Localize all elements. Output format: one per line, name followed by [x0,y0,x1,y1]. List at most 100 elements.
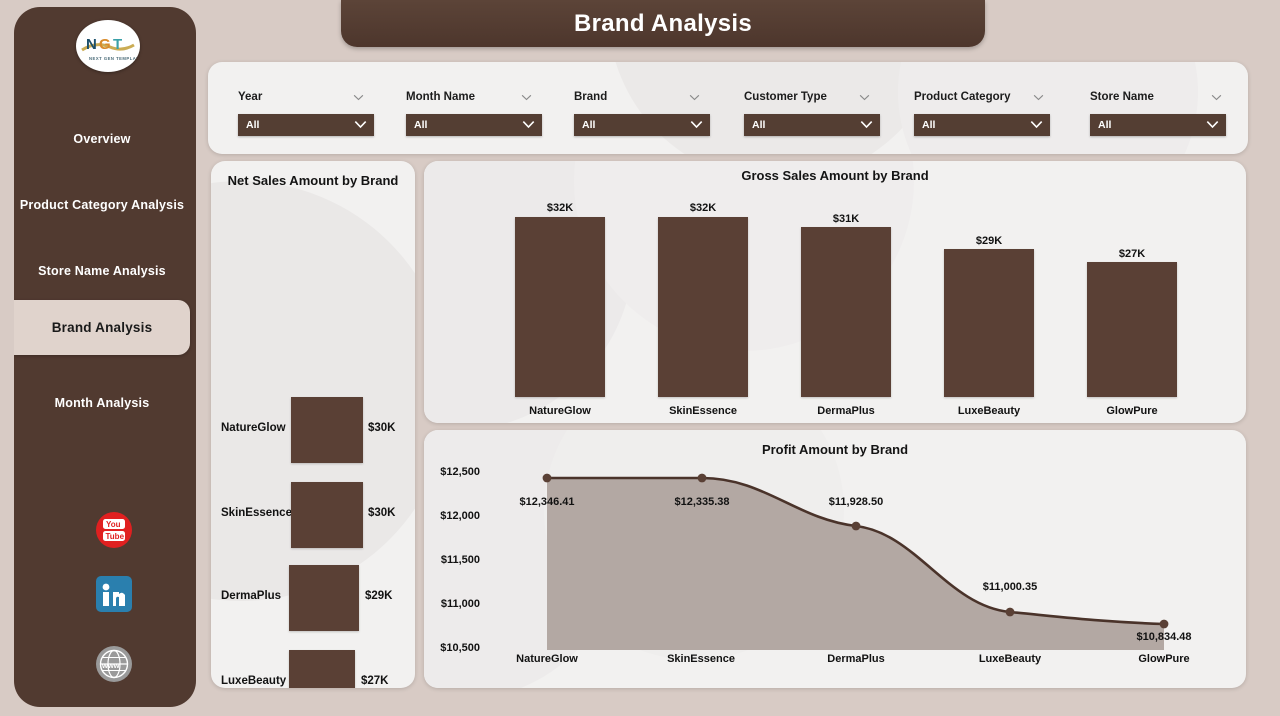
data-point-label: $12,335.38 [674,496,730,508]
filter-bar: Year All Month Name All Brand All C [208,62,1248,154]
bar-category-label: LuxeBeauty [221,675,287,687]
sidebar-item-label: Brand Analysis [51,320,153,335]
y-axis-tick: $12,000 [440,510,480,522]
filter-dropdown-brand[interactable]: All [574,114,710,136]
filter-dropdown-year[interactable]: All [238,114,374,136]
chevron-down-icon[interactable] [1030,120,1043,129]
x-axis-category: NatureGlow [516,653,578,665]
filter-value: All [922,119,936,131]
filter-brand[interactable]: Brand All [558,76,710,138]
profit-amount-by-brand-card: Profit Amount by Brand $12,500 $12,000 $… [424,430,1246,688]
chevron-down-icon[interactable] [521,94,532,101]
filter-label: Product Category [914,91,1011,103]
logo-ngt-icon: N G T NEXT GEN TEMPLATES [77,21,140,71]
website-icon[interactable]: www [95,645,133,683]
gross-sales-by-brand-card: Gross Sales Amount by Brand $32K NatureG… [424,161,1246,423]
bar-shape[interactable] [289,650,355,688]
column-item[interactable]: $32K NatureGlow [484,161,636,423]
bar-shape[interactable] [291,397,363,463]
chevron-down-icon[interactable] [1211,94,1222,101]
svg-text:N: N [86,36,97,53]
y-axis-tick: $12,500 [440,466,480,478]
y-axis-tick: $11,000 [440,598,480,610]
filter-label: Month Name [406,91,475,103]
column-item[interactable]: $29K LuxeBeauty [913,161,1065,423]
filter-label: Year [238,91,263,103]
sidebar-item-brand-analysis[interactable]: Brand Analysis [14,300,190,355]
sidebar-item-month-analysis[interactable]: Month Analysis [14,376,190,430]
linkedin-icon[interactable] [95,575,133,613]
bar-shape[interactable] [1087,262,1177,397]
filter-store-name[interactable]: Store Name All [1074,76,1240,138]
data-point-marker[interactable] [1005,607,1015,617]
data-point-marker[interactable] [697,473,707,483]
column-value-label: $27K [1118,248,1146,260]
filter-dropdown-customer-type[interactable]: All [744,114,880,136]
svg-text:G: G [99,36,111,53]
svg-text:NEXT GEN TEMPLATES: NEXT GEN TEMPLATES [89,56,140,61]
filter-value: All [246,119,260,131]
chevron-down-icon[interactable] [859,94,870,101]
sidebar-item-store-name-analysis[interactable]: Store Name Analysis [14,244,190,298]
svg-text:T: T [113,36,122,53]
bar-shape[interactable] [944,249,1034,397]
linkedin-glyph [96,576,132,612]
column-item[interactable]: $31K DermaPlus [770,161,922,423]
globe-www-glyph: www [96,646,132,682]
chart-title: Gross Sales Amount by Brand [741,168,929,183]
bar-shape[interactable] [291,482,363,548]
column-value-label: $32K [546,202,574,214]
data-point-marker[interactable] [1159,619,1169,629]
bar-shape[interactable] [801,227,891,397]
column-item[interactable]: $27K GlowPure [1056,161,1208,423]
data-point-label: $10,834.48 [1136,631,1192,643]
sidebar-item-product-category-analysis[interactable]: Product Category Analysis [14,178,190,232]
data-point-marker[interactable] [542,473,552,483]
filter-label: Customer Type [744,91,827,103]
sidebar-item-label: Store Name Analysis [38,264,166,278]
bar-value-label: $27K [361,675,389,687]
filter-dropdown-month-name[interactable]: All [406,114,542,136]
bar-category-label: NatureGlow [221,422,286,434]
filter-year[interactable]: Year All [222,76,374,138]
bar-value-label: $29K [365,590,393,602]
filter-value: All [582,119,596,131]
column-category-label: NatureGlow [529,405,591,417]
filter-value: All [414,119,428,131]
chevron-down-icon[interactable] [860,120,873,129]
youtube-icon[interactable]: You Tube [95,511,133,549]
area-fill [547,478,1164,650]
chevron-down-icon[interactable] [689,94,700,101]
x-axis-category: SkinEssence [667,653,735,665]
sidebar-item-overview[interactable]: Overview [14,112,190,166]
chevron-down-icon[interactable] [353,94,364,101]
svg-text:Tube: Tube [106,532,125,541]
bar-category-label: SkinEssence [221,507,292,519]
sidebar-item-label: Month Analysis [54,396,150,410]
data-point-marker[interactable] [851,521,861,531]
x-axis-category: LuxeBeauty [978,653,1042,665]
filter-dropdown-product-category[interactable]: All [914,114,1050,136]
chevron-down-icon[interactable] [1033,94,1044,101]
net-sales-by-brand-card: Net Sales Amount by Brand NatureGlow $30… [211,161,415,688]
chevron-down-icon[interactable] [1206,120,1219,129]
column-category-label: GlowPure [1106,405,1158,417]
bar-shape[interactable] [658,217,748,397]
bar-shape[interactable] [515,217,605,397]
filter-product-category[interactable]: Product Category All [898,76,1068,138]
column-value-label: $29K [975,235,1003,247]
chevron-down-icon[interactable] [354,120,367,129]
filter-month-name[interactable]: Month Name All [390,76,542,138]
chevron-down-icon[interactable] [522,120,535,129]
chevron-down-icon[interactable] [690,120,703,129]
brand-logo: N G T NEXT GEN TEMPLATES [76,20,140,72]
filter-customer-type[interactable]: Customer Type All [728,76,880,138]
sidebar-item-label: Product Category Analysis [19,198,185,212]
bar-shape[interactable] [289,565,359,631]
column-item[interactable]: $32K SkinEssence [627,161,779,423]
chart-title: Profit Amount by Brand [761,442,909,457]
chart-title: Net Sales Amount by Brand [227,173,399,188]
filter-value: All [1098,119,1112,131]
filter-dropdown-store-name[interactable]: All [1090,114,1226,136]
